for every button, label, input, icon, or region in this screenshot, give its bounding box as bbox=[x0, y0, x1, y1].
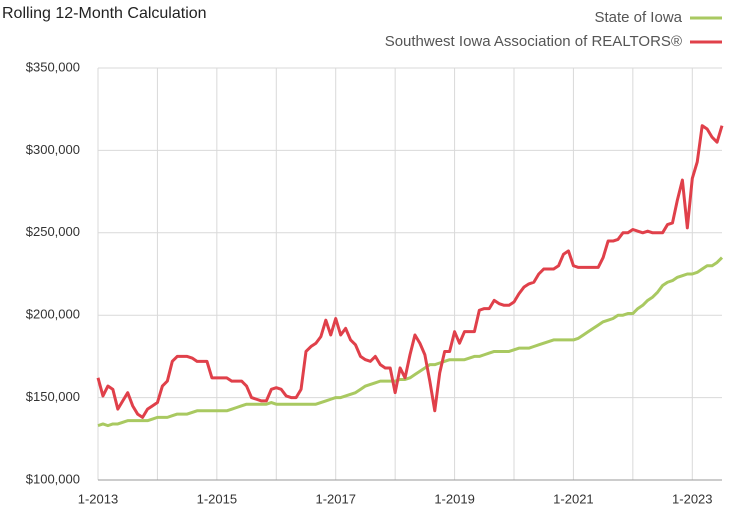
x-tick-label: 1-2013 bbox=[78, 491, 118, 506]
y-tick-label: $250,000 bbox=[26, 224, 80, 239]
y-tick-label: $200,000 bbox=[26, 307, 80, 322]
legend-label: State of Iowa bbox=[594, 9, 682, 26]
x-tick-label: 1-2021 bbox=[553, 491, 593, 506]
x-tick-label: 1-2023 bbox=[672, 491, 712, 506]
x-tick-label: 1-2019 bbox=[434, 491, 474, 506]
y-tick-label: $150,000 bbox=[26, 389, 80, 404]
y-tick-label: $350,000 bbox=[26, 59, 80, 74]
chart-title: Rolling 12-Month Calculation bbox=[2, 5, 207, 22]
series-line bbox=[97, 256, 724, 428]
legend-label: Southwest Iowa Association of REALTORS® bbox=[385, 33, 682, 50]
x-tick-label: 1-2017 bbox=[315, 491, 355, 506]
y-tick-label: $300,000 bbox=[26, 142, 80, 157]
y-tick-label: $100,000 bbox=[26, 471, 80, 486]
x-tick-label: 1-2015 bbox=[197, 491, 237, 506]
series-line bbox=[96, 124, 724, 419]
